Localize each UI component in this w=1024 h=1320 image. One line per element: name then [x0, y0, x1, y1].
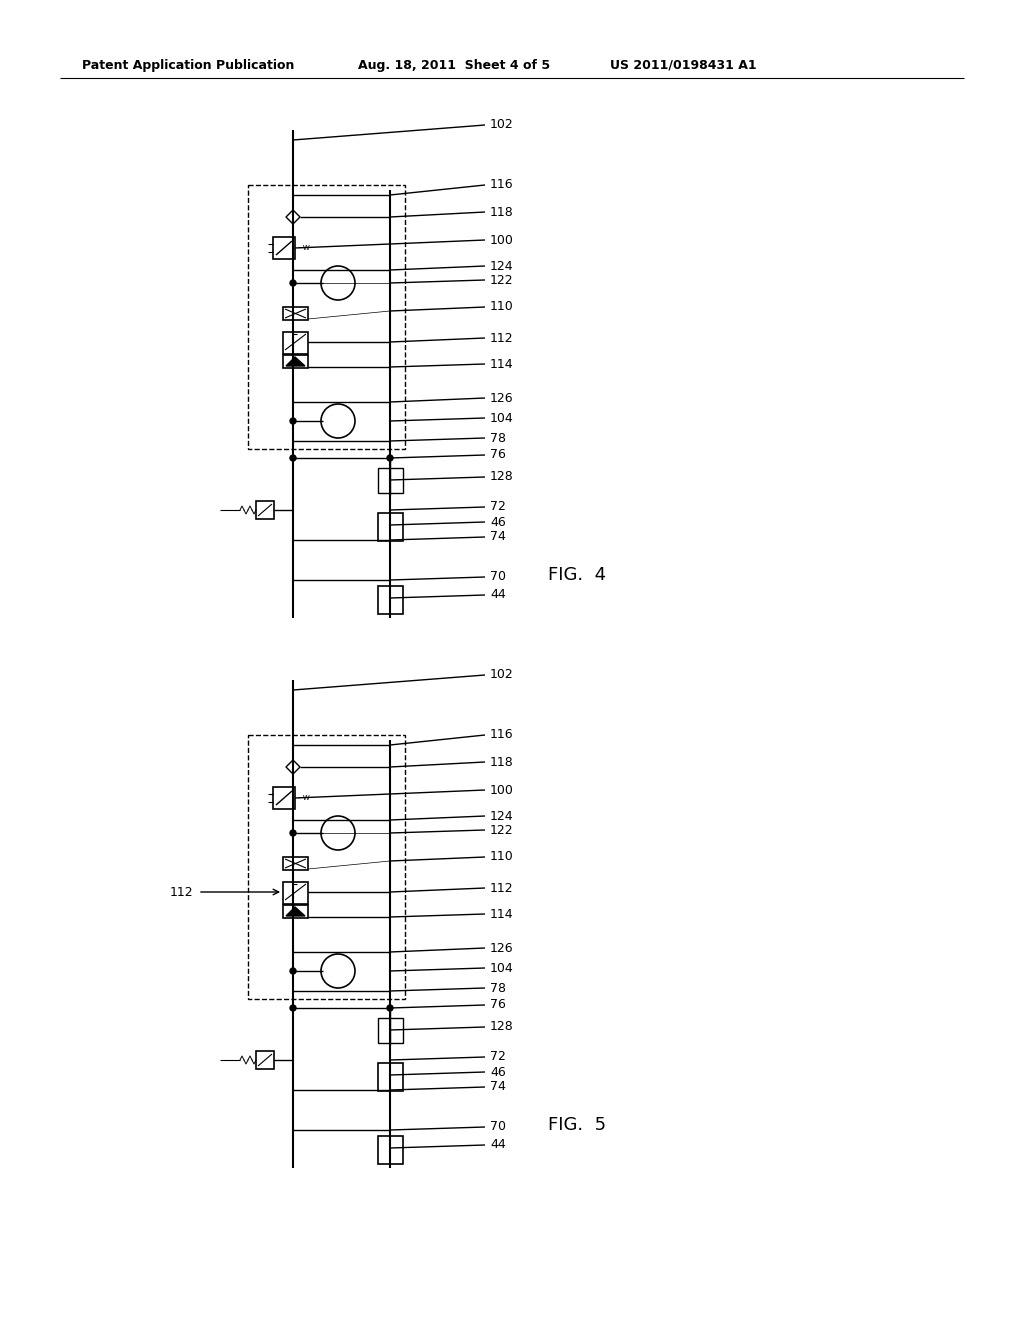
Text: 72: 72: [490, 1051, 506, 1064]
Text: 122: 122: [490, 824, 514, 837]
Text: 74: 74: [490, 531, 506, 544]
Circle shape: [290, 968, 296, 974]
Text: Aug. 18, 2011  Sheet 4 of 5: Aug. 18, 2011 Sheet 4 of 5: [358, 58, 550, 71]
Text: 44: 44: [490, 589, 506, 602]
Text: 46: 46: [490, 1065, 506, 1078]
Text: 104: 104: [490, 412, 514, 425]
Circle shape: [290, 418, 296, 424]
Text: FIG.  4: FIG. 4: [548, 566, 606, 583]
Text: 70: 70: [490, 570, 506, 583]
Bar: [256, 1051, 274, 1069]
Text: 102: 102: [490, 668, 514, 681]
Text: 110: 110: [490, 850, 514, 863]
Text: 128: 128: [490, 470, 514, 483]
Text: Patent Application Publication: Patent Application Publication: [82, 58, 294, 71]
Polygon shape: [286, 907, 305, 916]
Text: 100: 100: [490, 234, 514, 247]
Text: 128: 128: [490, 1020, 514, 1034]
Bar: [283, 355, 308, 368]
Text: 124: 124: [490, 260, 514, 272]
Bar: [378, 1063, 403, 1092]
Text: 126: 126: [490, 941, 514, 954]
Polygon shape: [286, 356, 305, 366]
Bar: [283, 906, 308, 917]
Bar: [378, 1137, 403, 1164]
Bar: [273, 787, 295, 809]
Text: 114: 114: [490, 358, 514, 371]
Text: 102: 102: [490, 119, 514, 132]
Text: 78: 78: [490, 432, 506, 445]
Circle shape: [290, 280, 296, 286]
Text: 110: 110: [490, 301, 514, 314]
Text: 44: 44: [490, 1138, 506, 1151]
Text: 74: 74: [490, 1081, 506, 1093]
Bar: [283, 882, 308, 904]
Text: 78: 78: [490, 982, 506, 994]
Circle shape: [290, 830, 296, 836]
Text: 46: 46: [490, 516, 506, 528]
Bar: [378, 513, 403, 541]
Text: ~W: ~W: [297, 246, 309, 251]
Text: 122: 122: [490, 273, 514, 286]
Text: FIG.  5: FIG. 5: [548, 1115, 606, 1134]
Text: 118: 118: [490, 755, 514, 768]
Text: 112: 112: [490, 882, 514, 895]
Text: ~W: ~W: [297, 795, 309, 801]
Text: 116: 116: [490, 178, 514, 191]
Text: 100: 100: [490, 784, 514, 796]
Bar: [378, 586, 403, 614]
Bar: [283, 333, 308, 354]
Text: 116: 116: [490, 729, 514, 742]
Bar: [378, 1018, 403, 1043]
Text: 118: 118: [490, 206, 514, 219]
Circle shape: [290, 1005, 296, 1011]
Bar: [283, 857, 308, 870]
Circle shape: [387, 1005, 393, 1011]
Text: 76: 76: [490, 998, 506, 1011]
Circle shape: [290, 455, 296, 461]
Text: 112: 112: [490, 331, 514, 345]
Text: 126: 126: [490, 392, 514, 404]
Text: 104: 104: [490, 961, 514, 974]
Bar: [248, 735, 406, 999]
Text: 114: 114: [490, 908, 514, 920]
Bar: [248, 185, 406, 449]
Bar: [378, 469, 403, 492]
Text: 70: 70: [490, 1121, 506, 1134]
Circle shape: [387, 455, 393, 461]
Bar: [256, 502, 274, 519]
Text: 72: 72: [490, 500, 506, 513]
Bar: [283, 308, 308, 319]
Text: 76: 76: [490, 449, 506, 462]
Bar: [273, 238, 295, 259]
Text: 124: 124: [490, 809, 514, 822]
Text: 112: 112: [169, 886, 193, 899]
Text: US 2011/0198431 A1: US 2011/0198431 A1: [610, 58, 757, 71]
